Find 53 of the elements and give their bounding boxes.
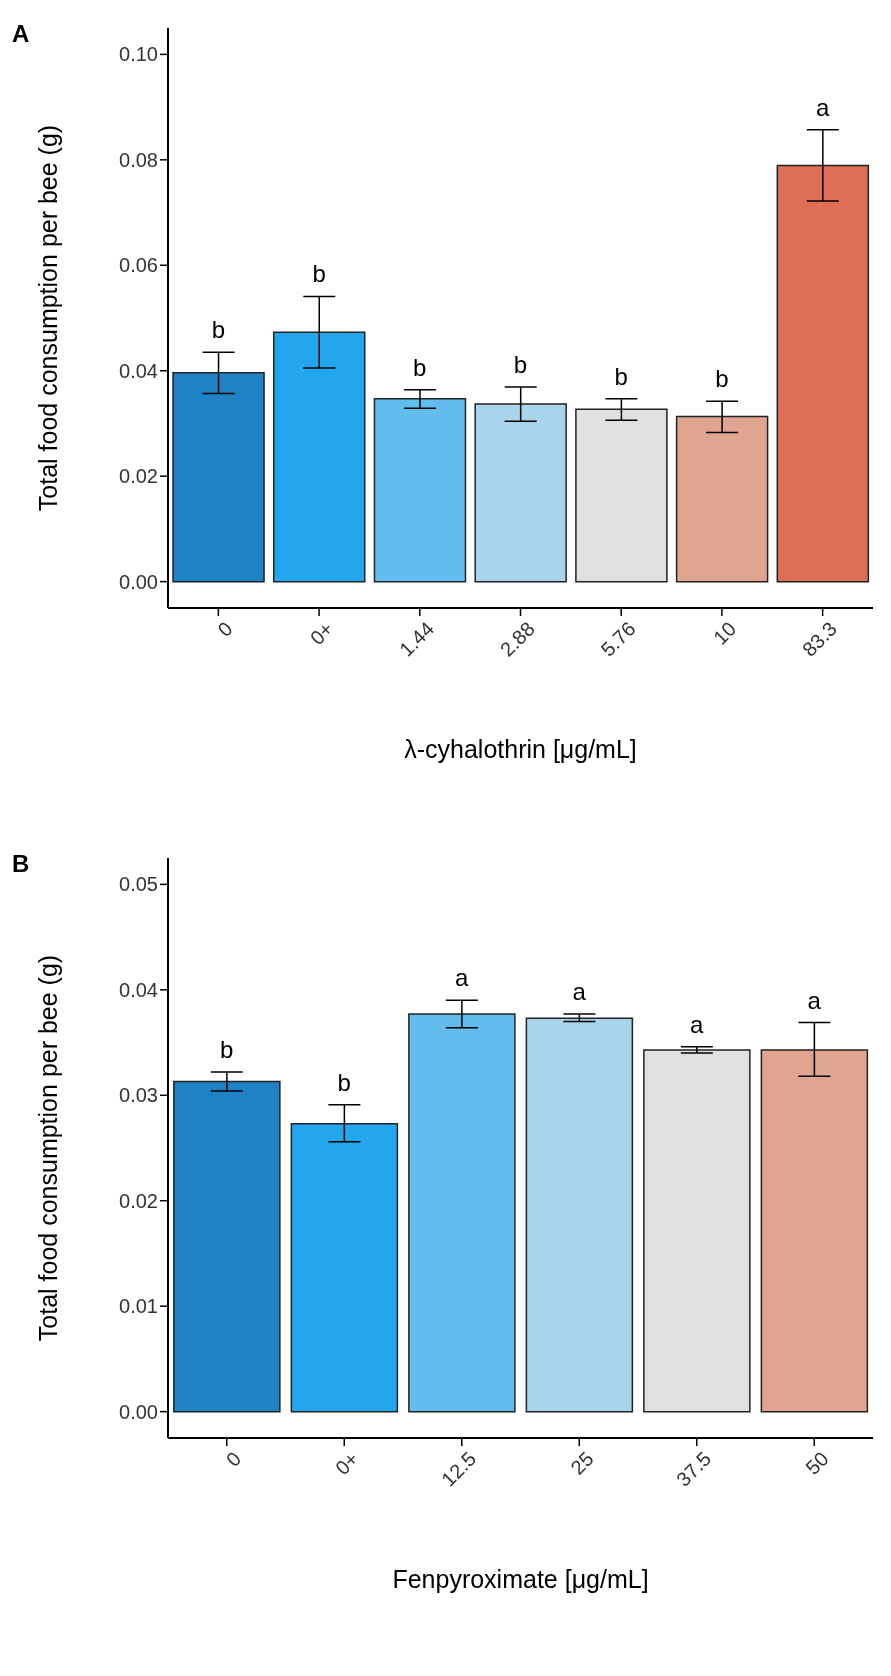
annotation: a bbox=[815, 93, 830, 121]
bar bbox=[290, 1123, 399, 1413]
bar bbox=[760, 1049, 869, 1413]
annotation: b bbox=[614, 362, 628, 390]
annotation: a bbox=[807, 986, 822, 1014]
bar bbox=[408, 1013, 516, 1413]
bar bbox=[675, 415, 769, 583]
bar bbox=[373, 397, 467, 583]
bar bbox=[173, 1080, 281, 1413]
annotation: b bbox=[513, 351, 528, 379]
x-tick-label: 0 bbox=[221, 1447, 246, 1471]
annotation: a bbox=[690, 1010, 705, 1038]
bar bbox=[643, 1049, 751, 1413]
x-tick-label: 10 bbox=[709, 617, 741, 649]
x-tick-label: 83.3 bbox=[797, 617, 842, 661]
bar bbox=[525, 1017, 634, 1413]
annotation: b bbox=[211, 316, 226, 344]
annotation: b bbox=[312, 260, 326, 288]
y-tick-label: 0.10 bbox=[119, 43, 158, 66]
bar bbox=[474, 403, 567, 583]
y-tick-label: 0.03 bbox=[119, 1084, 158, 1107]
annotation: a bbox=[572, 978, 587, 1006]
y-axis-title: Total food consumption per bee (g) bbox=[33, 954, 62, 1342]
bar bbox=[172, 372, 265, 583]
x-tick-label: 0+ bbox=[330, 1447, 363, 1480]
text: B bbox=[12, 850, 30, 878]
annotation: b bbox=[413, 353, 427, 381]
y-tick-label: 0.02 bbox=[119, 1189, 158, 1212]
y-tick-label: 0.04 bbox=[119, 359, 158, 382]
x-tick-label: 0 bbox=[213, 617, 237, 641]
text: A bbox=[12, 20, 30, 48]
y-tick-label: 0.00 bbox=[119, 1400, 158, 1423]
bar bbox=[273, 331, 366, 583]
y-tick-label: 0.05 bbox=[119, 873, 158, 896]
y-tick-label: 0.02 bbox=[119, 465, 158, 488]
bar bbox=[575, 408, 668, 583]
y-axis-title: Total food consumption per bee (g) bbox=[33, 124, 62, 512]
y-tick-label: 0.00 bbox=[119, 570, 158, 593]
x-tick-label: 5.76 bbox=[596, 617, 640, 661]
annotation: a bbox=[455, 964, 470, 992]
y-tick-label: 0.06 bbox=[119, 254, 158, 277]
y-tick-label: 0.08 bbox=[119, 148, 158, 171]
x-tick-label: 25 bbox=[566, 1447, 598, 1479]
y-tick-label: 0.01 bbox=[119, 1295, 158, 1318]
x-axis-title: λ-cyhalothrin [μg/mL] bbox=[404, 735, 637, 763]
bar bbox=[776, 164, 870, 583]
x-tick-label: 50 bbox=[801, 1447, 833, 1479]
annotation: b bbox=[715, 365, 729, 393]
x-axis-title: Fenpyroximate [μg/mL] bbox=[392, 1565, 649, 1593]
y-tick-label: 0.04 bbox=[119, 978, 158, 1001]
annotation: b bbox=[337, 1068, 351, 1096]
annotation: b bbox=[220, 1036, 234, 1064]
x-tick-label: 0+ bbox=[305, 617, 338, 650]
